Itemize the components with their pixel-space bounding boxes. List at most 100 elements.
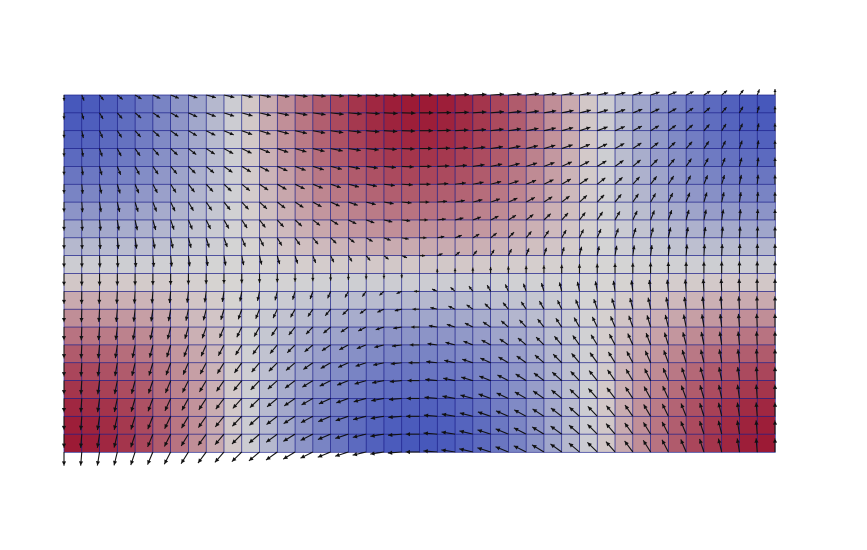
arrow-head bbox=[612, 280, 616, 285]
cell bbox=[419, 433, 438, 453]
arrow-head bbox=[99, 171, 103, 176]
arrow-head bbox=[296, 241, 300, 245]
cell bbox=[472, 344, 492, 364]
cell bbox=[116, 148, 136, 168]
arrow-head bbox=[61, 390, 67, 395]
arrow-head bbox=[137, 114, 142, 119]
arrow-head bbox=[283, 149, 289, 153]
cell bbox=[330, 255, 350, 275]
arrow-head bbox=[173, 151, 178, 155]
arrow-head bbox=[350, 239, 355, 243]
cell bbox=[365, 433, 385, 453]
arrow-head bbox=[301, 167, 306, 171]
cell bbox=[205, 344, 225, 364]
cell bbox=[401, 255, 421, 275]
arrow-head bbox=[435, 268, 439, 272]
arrow-head bbox=[717, 384, 722, 390]
cell bbox=[134, 291, 154, 310]
arrow-head bbox=[302, 112, 308, 117]
arrow-head bbox=[683, 279, 688, 284]
arrow-head bbox=[441, 430, 447, 435]
arrow-head bbox=[388, 415, 393, 420]
arrow-head bbox=[173, 169, 177, 174]
cell bbox=[99, 166, 118, 185]
arrow-head bbox=[583, 178, 589, 183]
cell bbox=[632, 112, 652, 132]
arrow-head bbox=[62, 245, 66, 250]
arrow-head bbox=[181, 441, 186, 446]
arrow-head bbox=[595, 263, 600, 268]
cell bbox=[632, 94, 652, 114]
arrow-head bbox=[283, 419, 289, 424]
arrow-head bbox=[131, 353, 136, 358]
cell bbox=[63, 398, 83, 417]
arrow-head bbox=[684, 244, 689, 249]
arrow-head bbox=[192, 150, 197, 155]
arrow-head bbox=[463, 340, 468, 345]
arrow-head bbox=[113, 371, 118, 377]
arrow-head bbox=[542, 265, 546, 269]
cell bbox=[81, 166, 101, 185]
cell bbox=[259, 273, 278, 292]
arrow-head bbox=[577, 264, 582, 268]
cell bbox=[561, 326, 581, 346]
cell bbox=[436, 237, 456, 257]
arrow-head bbox=[739, 140, 743, 145]
arrow-head bbox=[423, 431, 428, 436]
cell bbox=[401, 201, 421, 221]
cell bbox=[116, 130, 136, 150]
arrow-head bbox=[519, 319, 524, 324]
arrow-head bbox=[617, 194, 622, 199]
arrow-head bbox=[614, 245, 618, 250]
arrow-head bbox=[609, 334, 613, 339]
cell bbox=[99, 380, 118, 400]
arrow-head bbox=[663, 350, 668, 355]
arrow-head bbox=[62, 190, 66, 194]
arrow-head bbox=[226, 205, 231, 210]
cell bbox=[756, 130, 776, 150]
arrow-head bbox=[450, 287, 454, 291]
cell bbox=[365, 308, 385, 328]
cell bbox=[188, 255, 207, 275]
cell bbox=[294, 94, 314, 114]
cell bbox=[276, 398, 296, 417]
cell bbox=[685, 219, 705, 239]
arrow-head bbox=[267, 384, 273, 390]
cell bbox=[739, 326, 758, 346]
arrow-head bbox=[352, 220, 357, 224]
arrow-head bbox=[568, 126, 574, 131]
arrow-head bbox=[698, 420, 703, 426]
cells bbox=[63, 94, 776, 453]
arrow-head bbox=[597, 228, 602, 233]
arrow-head bbox=[216, 386, 221, 392]
arrow-head bbox=[620, 126, 625, 130]
cell bbox=[721, 130, 741, 150]
arrow-head bbox=[755, 226, 760, 231]
arrow-head bbox=[321, 347, 327, 351]
cell bbox=[63, 148, 83, 168]
arrow-head bbox=[405, 236, 409, 241]
cell bbox=[579, 273, 598, 292]
cell bbox=[543, 291, 563, 310]
cell bbox=[401, 273, 421, 292]
cell bbox=[454, 219, 474, 239]
cell bbox=[650, 380, 670, 400]
arrow-head bbox=[229, 131, 234, 136]
cell bbox=[63, 308, 83, 328]
cell bbox=[170, 398, 190, 417]
cell bbox=[223, 344, 243, 364]
cell bbox=[490, 273, 510, 292]
cell bbox=[63, 291, 83, 310]
arrow-head bbox=[653, 176, 657, 181]
arrow-head bbox=[737, 243, 742, 248]
arrow-head bbox=[755, 243, 760, 248]
cell bbox=[596, 219, 616, 239]
arrow-head bbox=[689, 91, 694, 95]
arrow-head bbox=[443, 199, 448, 204]
arrow-head bbox=[261, 223, 266, 228]
cell bbox=[152, 201, 172, 221]
cell bbox=[330, 362, 350, 382]
arrow-head bbox=[382, 275, 386, 279]
arrow-head bbox=[699, 367, 704, 373]
arrow-head bbox=[293, 278, 297, 282]
